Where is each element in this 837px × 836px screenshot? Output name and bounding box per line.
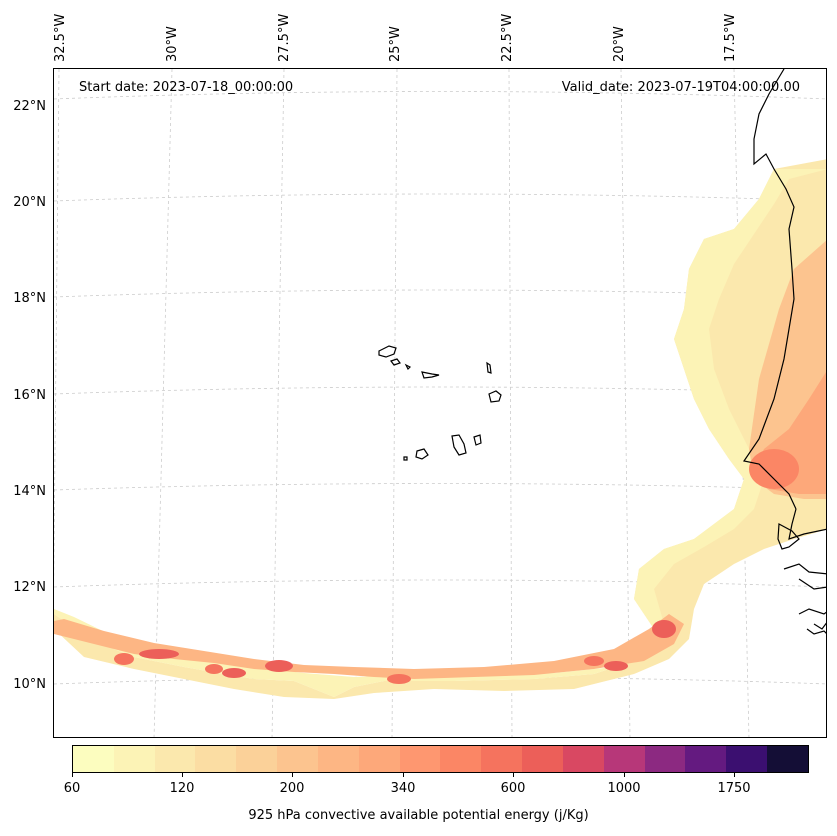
latitude-label: 22°N bbox=[13, 99, 46, 114]
colorbar bbox=[72, 745, 809, 773]
latitude-label: 16°N bbox=[13, 388, 46, 403]
latitude-label: 20°N bbox=[13, 195, 46, 210]
colorbar-tick-label: 1750 bbox=[717, 781, 751, 796]
colorbar-swatch bbox=[767, 746, 808, 772]
colorbar-swatch bbox=[562, 746, 604, 772]
colorbar-swatch bbox=[603, 746, 645, 772]
graticule bbox=[54, 69, 826, 737]
colorbar-swatch bbox=[277, 746, 318, 772]
colorbar-tickmark bbox=[624, 773, 625, 777]
coastline bbox=[742, 69, 826, 635]
colorbar-swatch bbox=[73, 746, 114, 772]
colorbar-tickmark bbox=[513, 773, 514, 777]
longitude-label: 22.5°W bbox=[500, 13, 515, 62]
map-panel: Start date: 2023-07-18_00:00:00 Valid_da… bbox=[53, 68, 827, 738]
longitude-label: 32.5°W bbox=[53, 13, 68, 62]
colorbar-swatch bbox=[195, 746, 237, 772]
colorbar-swatch bbox=[726, 746, 768, 772]
colorbar-swatch bbox=[399, 746, 441, 772]
colorbar-swatch bbox=[644, 746, 686, 772]
longitude-label: 17.5°W bbox=[723, 13, 738, 62]
start-date-label: Start date: 2023-07-18_00:00:00 bbox=[79, 80, 293, 95]
colorbar-swatch bbox=[113, 746, 155, 772]
colorbar-tick-label: 120 bbox=[169, 781, 195, 796]
colorbar-swatch bbox=[154, 746, 196, 772]
colorbar-swatch bbox=[440, 746, 482, 772]
colorbar-swatch bbox=[522, 746, 563, 772]
latitude-label: 18°N bbox=[13, 291, 46, 306]
colorbar-label: 925 hPa convective available potential e… bbox=[248, 808, 589, 823]
longitude-label: 30°W bbox=[165, 26, 180, 62]
map-canvas: Start date: 2023-07-18_00:00:00 Valid_da… bbox=[54, 69, 826, 737]
latitude-label: 10°N bbox=[13, 677, 46, 692]
longitude-label: 27.5°W bbox=[277, 13, 292, 62]
colorbar-tickmark bbox=[182, 773, 183, 777]
colorbar-swatch bbox=[358, 746, 400, 772]
colorbar-tick-label: 600 bbox=[500, 781, 526, 796]
colorbar-tickmark bbox=[292, 773, 293, 777]
colorbar-tickmark bbox=[403, 773, 404, 777]
cape-verde-islands bbox=[378, 345, 502, 461]
colorbar-tickmark bbox=[72, 773, 73, 777]
colorbar-tickmark bbox=[734, 773, 735, 777]
colorbar-tick-label: 340 bbox=[390, 781, 416, 796]
colorbar-tick-label: 1000 bbox=[607, 781, 641, 796]
colorbar-swatch bbox=[317, 746, 359, 772]
colorbar-tick-label: 60 bbox=[63, 781, 81, 796]
colorbar-tick-label: 200 bbox=[279, 781, 305, 796]
colorbar-swatch bbox=[236, 746, 278, 772]
longitude-label: 20°W bbox=[612, 26, 627, 62]
longitude-label: 25°W bbox=[388, 26, 403, 62]
colorbar-swatch bbox=[481, 746, 523, 772]
colorbar-swatch bbox=[685, 746, 727, 772]
latitude-label: 12°N bbox=[13, 580, 46, 595]
cape-field bbox=[54, 159, 826, 699]
valid-date-label: Valid_date: 2023-07-19T04:00:00.00 bbox=[562, 80, 800, 95]
latitude-label: 14°N bbox=[13, 484, 46, 499]
